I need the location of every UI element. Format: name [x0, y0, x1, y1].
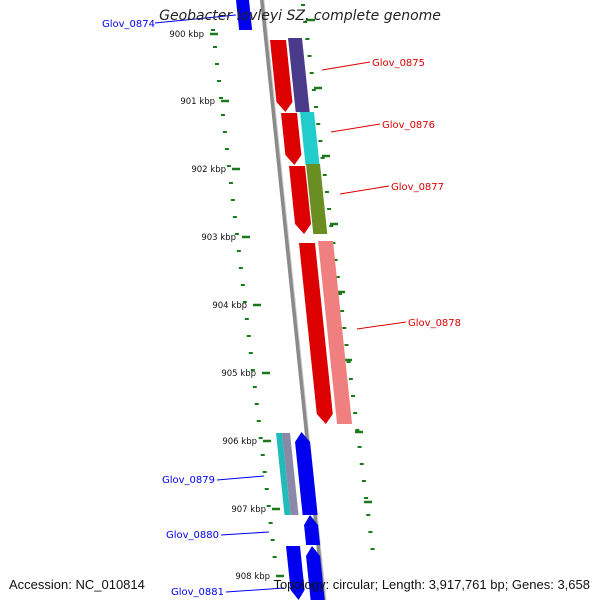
gene-label-glov-0881[interactable]: Glov_0881 — [171, 587, 224, 598]
kbp-label: 905 kbp — [221, 369, 256, 379]
label-leader-line — [339, 185, 390, 195]
kbp-label: 901 kbp — [180, 97, 215, 107]
kbp-label: 904 kbp — [212, 301, 247, 311]
gene-label-glov-0876[interactable]: Glov_0876 — [382, 120, 435, 131]
gene-arrow-glov-0881[interactable] — [286, 546, 305, 600]
cog-bar-glov-0875[interactable] — [288, 38, 310, 112]
cog-bar-glov-0876[interactable] — [300, 112, 320, 165]
gene-label-glov-0878[interactable]: Glov_0878 — [408, 318, 461, 329]
label-leader-line — [220, 531, 270, 536]
gene-arrow-glov-0876[interactable] — [281, 113, 302, 165]
genome-title: Geobacter lovleyi SZ, complete genome — [159, 8, 441, 24]
cog-bar-glov-0879b[interactable] — [282, 433, 299, 515]
gene-arrow-glov-0880[interactable] — [304, 515, 321, 545]
label-leader-line — [216, 475, 265, 481]
gene-arrow-glov-0875[interactable] — [270, 40, 293, 112]
gene-label-glov-0875[interactable]: Glov_0875 — [372, 58, 425, 69]
label-leader-line — [356, 321, 407, 330]
kbp-label: 900 kbp — [169, 30, 204, 40]
cog-bar-glov-0879[interactable] — [276, 433, 291, 515]
gene-arrow-glov-0874[interactable] — [236, 0, 253, 30]
label-leader-line — [330, 123, 381, 133]
kbp-label: 907 kbp — [231, 505, 266, 515]
kbp-label: 906 kbp — [222, 437, 257, 447]
gene-arrow-glov-0879[interactable] — [295, 432, 318, 515]
accession-text: Accession: NC_010814 — [9, 577, 145, 592]
kbp-label: 902 kbp — [191, 165, 226, 175]
gene-label-glov-0877[interactable]: Glov_0877 — [391, 182, 444, 193]
label-leader-line — [225, 587, 285, 593]
gene-arrow-glov-0881b[interactable] — [306, 546, 325, 600]
gene-label-glov-0880[interactable]: Glov_0880 — [166, 530, 219, 541]
genome-summary-text: Topology: circular; Length: 3,917,761 bp… — [273, 577, 590, 592]
gene-arrow-glov-0877[interactable] — [289, 166, 312, 234]
kbp-label: 908 kbp — [235, 572, 270, 582]
gene-label-glov-0874[interactable]: Glov_0874 — [102, 19, 155, 30]
gene-arrow-glov-0878[interactable] — [299, 243, 333, 424]
label-leader-line — [154, 14, 237, 24]
label-leader-line — [321, 61, 371, 71]
cog-bar-glov-0877[interactable] — [306, 164, 328, 234]
cog-bar-glov-0878[interactable] — [318, 241, 353, 424]
kbp-label: 903 kbp — [201, 233, 236, 243]
gene-label-glov-0879[interactable]: Glov_0879 — [162, 475, 215, 486]
